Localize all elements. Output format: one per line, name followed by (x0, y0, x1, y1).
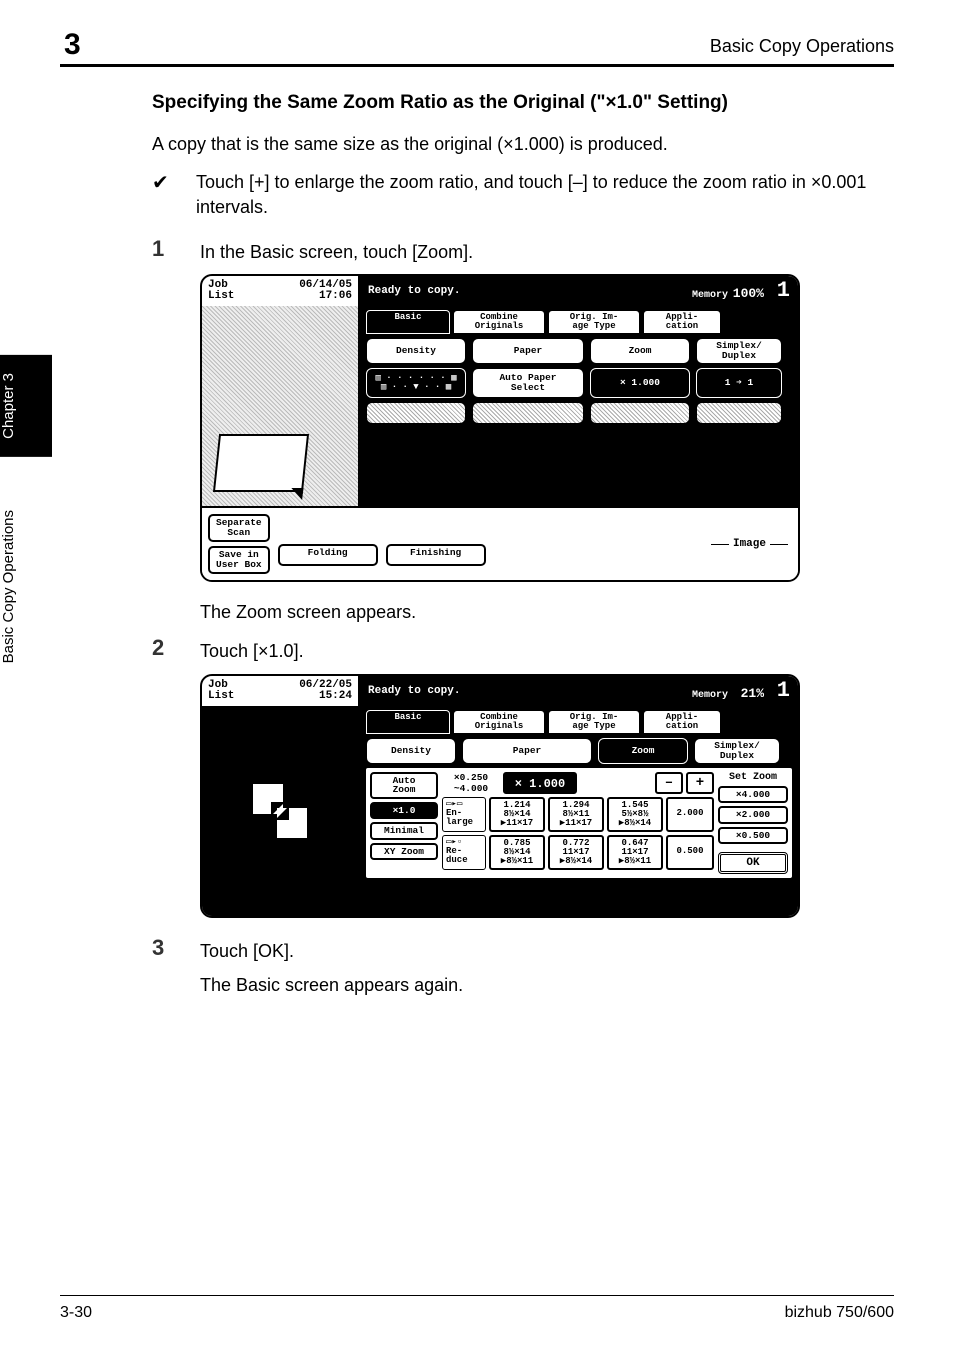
checkmark-note: ✔ Touch [+] to enlarge the zoom ratio, a… (152, 170, 894, 219)
step-3-num: 3 (152, 936, 200, 963)
enlarge-label: ▭▸▭En- large (442, 797, 486, 832)
x1-button[interactable]: ×1.0 (370, 802, 438, 820)
step-3-text: Touch [OK]. (200, 936, 894, 963)
tab-combine[interactable]: Combine Originals (453, 710, 545, 734)
chapter-number: 3 (64, 28, 81, 62)
disabled-slot (472, 402, 584, 424)
page-number: 3-30 (60, 1304, 92, 1322)
folding-button[interactable]: Folding (278, 544, 378, 566)
paper-button[interactable]: Paper (472, 338, 584, 364)
reduce-preset[interactable]: 0.500 (666, 835, 714, 870)
preview-pane (202, 706, 360, 916)
section-heading: Specifying the Same Zoom Ratio as the Or… (152, 92, 894, 114)
job-list-button[interactable]: Job List 06/14/05 17:06 (202, 276, 360, 306)
step-1-result: The Zoom screen appears. (200, 600, 894, 624)
tab-application[interactable]: Appli- cation (643, 710, 721, 734)
check-icon: ✔ (152, 170, 196, 219)
step-2: 2 Touch [×1.0]. (152, 636, 894, 663)
step-2-text: Touch [×1.0]. (200, 636, 894, 663)
disabled-slot (590, 402, 690, 424)
tab-basic[interactable]: Basic (366, 310, 450, 334)
xy-zoom-button[interactable]: XY Zoom (370, 843, 438, 861)
enlarge-preset[interactable]: 1.214 8½×14 ▶11×17 (489, 797, 545, 832)
zoom-panel: Auto Zoom ×1.0 Minimal XY Zoom ×0.250 ~4… (366, 768, 792, 879)
step-1-text: In the Basic screen, touch [Zoom]. (200, 237, 894, 264)
step-1-num: 1 (152, 237, 200, 264)
auto-paper-button[interactable]: Auto Paper Select (472, 368, 584, 398)
density-button[interactable]: Density (366, 738, 456, 764)
preset-x2[interactable]: ×2.000 (718, 806, 788, 824)
ok-button[interactable]: OK (718, 852, 788, 874)
side-tab-section: Basic Copy Operations (0, 480, 52, 693)
simplex-duplex-button[interactable]: Simplex/ Duplex (696, 338, 782, 364)
preview-pane (202, 306, 360, 506)
side-tab-chapter: Chapter 3 (0, 355, 52, 457)
tab-orig-image[interactable]: Orig. Im- age Type (548, 310, 640, 334)
header-title: Basic Copy Operations (710, 36, 894, 57)
density-button[interactable]: Density (366, 338, 466, 364)
lcd-basic-screen: Job List 06/14/05 17:06 Ready to copy. M… (200, 274, 800, 582)
header-rule (60, 64, 894, 67)
job-list-button[interactable]: Job List 06/22/05 15:24 (202, 676, 360, 706)
reduce-preset[interactable]: 0.785 8½×14 ▶8½×11 (489, 835, 545, 870)
zoom-button[interactable]: Zoom (590, 338, 690, 364)
lcd-zoom-screen: Job List 06/22/05 15:24 Ready to copy. M… (200, 674, 800, 918)
enlarge-preset[interactable]: 1.545 5½×8½ ▶8½×14 (607, 797, 663, 832)
simplex-value[interactable]: 1 ➔ 1 (696, 368, 782, 398)
step-3: 3 Touch [OK]. (152, 936, 894, 963)
paper-button[interactable]: Paper (462, 738, 592, 764)
enlarge-preset[interactable]: 1.294 8½×11 ▶11×17 (548, 797, 604, 832)
current-zoom: × 1.000 (503, 772, 577, 794)
finishing-button[interactable]: Finishing (386, 544, 486, 566)
tab-basic[interactable]: Basic (366, 710, 450, 734)
tab-orig-image[interactable]: Orig. Im- age Type (548, 710, 640, 734)
reduce-preset[interactable]: 0.647 11×17 ▶8½×11 (607, 835, 663, 870)
footer-rule (60, 1295, 894, 1296)
reduce-preset[interactable]: 0.772 11×17 ▶8½×14 (548, 835, 604, 870)
save-user-box-button[interactable]: Save in User Box (208, 546, 270, 574)
model-name: bizhub 750/600 (785, 1304, 894, 1322)
zoom-range-label: ×0.250 ~4.000 (442, 772, 500, 794)
intro-paragraph: A copy that is the same size as the orig… (152, 132, 894, 156)
status-bar: Ready to copy. Memory 100% 1 (360, 276, 798, 306)
step-1: 1 In the Basic screen, touch [Zoom]. (152, 237, 894, 264)
tab-combine[interactable]: Combine Originals (453, 310, 545, 334)
zoom-plus-button[interactable]: + (686, 772, 714, 794)
set-zoom-label: Set Zoom (718, 772, 788, 783)
zoom-button[interactable]: Zoom (598, 738, 688, 764)
disabled-slot (696, 402, 782, 424)
document-icon (213, 434, 309, 492)
auto-zoom-button[interactable]: Auto Zoom (370, 772, 438, 799)
step-3-result: The Basic screen appears again. (200, 973, 894, 997)
preset-x05[interactable]: ×0.500 (718, 827, 788, 845)
simplex-duplex-button[interactable]: Simplex/ Duplex (694, 738, 780, 764)
checkmark-text: Touch [+] to enlarge the zoom ratio, and… (196, 170, 894, 219)
zoom-value[interactable]: × 1.000 (590, 368, 690, 398)
zoom-arrows-icon (253, 784, 307, 838)
tab-application[interactable]: Appli- cation (643, 310, 721, 334)
step-2-num: 2 (152, 636, 200, 663)
zoom-minus-button[interactable]: – (655, 772, 683, 794)
separate-scan-button[interactable]: Separate Scan (208, 514, 270, 542)
preset-x4[interactable]: ×4.000 (718, 786, 788, 804)
image-label: Image (707, 538, 792, 550)
minimal-button[interactable]: Minimal (370, 822, 438, 840)
reduce-label: ▭▸▫Re- duce (442, 835, 486, 870)
enlarge-preset[interactable]: 2.000 (666, 797, 714, 832)
status-bar: Ready to copy. Memory 21% 1 (360, 676, 798, 706)
disabled-slot (366, 402, 466, 424)
